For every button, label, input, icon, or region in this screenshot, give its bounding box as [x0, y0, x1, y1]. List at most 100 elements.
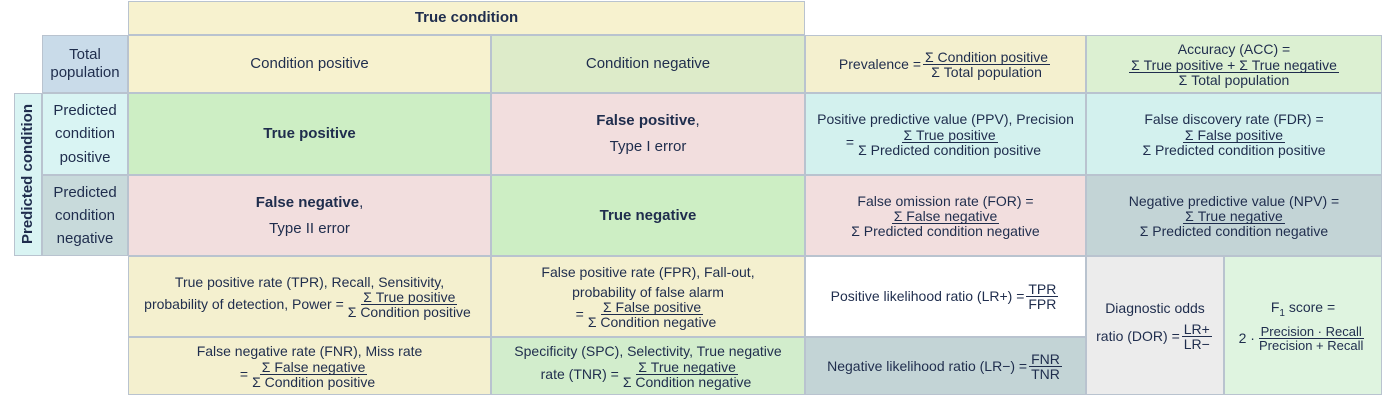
- fnr-numerator: Σ False negative: [259, 358, 368, 375]
- f1-label-subscript: 1: [1279, 307, 1285, 319]
- ppv-label: Positive predictive value (PPV), Precisi…: [817, 111, 1074, 128]
- dor-cell: Diagnostic odds ratio (DOR) = LR+ LR−: [1086, 256, 1224, 395]
- false-positive-cell: False positive, Type I error: [491, 93, 805, 175]
- f1-score-cell: F1 score = 2 · Precision · Recall Precis…: [1224, 256, 1382, 395]
- f1-multiplier: 2 ·: [1238, 330, 1255, 347]
- f1-label: F1 score =: [1271, 299, 1335, 320]
- prevalence-denominator: Σ Total population: [931, 63, 1042, 80]
- f1-denominator: Precision + Recall: [1258, 338, 1364, 354]
- for-denominator: Σ Predicted condition negative: [851, 223, 1040, 240]
- tnr-cell: Specificity (SPC), Selectivity, True neg…: [491, 337, 805, 395]
- lr-negative-label: Negative likelihood ratio (LR−) =: [827, 357, 1028, 374]
- tnr-line1: Specificity (SPC), Selectivity, True neg…: [514, 343, 782, 360]
- tnr-denominator: Σ Condition negative: [622, 373, 752, 390]
- lr-negative-numerator: FNR: [1029, 350, 1062, 367]
- false-positive-comma: ,: [695, 112, 700, 129]
- dor-line1: Diagnostic odds: [1105, 299, 1205, 316]
- predicted-negative-header: Predicted condition negative: [42, 175, 128, 256]
- fdr-cell: False discovery rate (FDR) = Σ False pos…: [1086, 93, 1382, 175]
- for-label: False omission rate (FOR) =: [857, 192, 1034, 209]
- false-positive-label: False positive: [596, 112, 696, 129]
- fpr-equals: =: [575, 306, 584, 323]
- predicted-condition-header: Predicted condition: [14, 93, 42, 256]
- total-population-label: Total population: [50, 46, 120, 81]
- fnr-fraction: Σ False negative Σ Condition positive: [250, 360, 377, 389]
- fpr-line1: False positive rate (FPR), Fall-out,: [541, 263, 755, 280]
- lr-positive-cell: Positive likelihood ratio (LR+) = TPR FP…: [805, 256, 1086, 337]
- fnr-denominator: Σ Condition positive: [252, 373, 376, 390]
- lr-negative-denominator: TNR: [1031, 365, 1060, 382]
- lr-positive-fraction: TPR FPR: [1026, 282, 1059, 312]
- fdr-label: False discovery rate (FDR) =: [1144, 111, 1324, 128]
- total-population-cell: Total population: [42, 35, 128, 93]
- type-one-error-label: Type I error: [609, 138, 687, 155]
- fpr-cell: False positive rate (FPR), Fall-out, pro…: [491, 256, 805, 337]
- fnr-cell: False negative rate (FNR), Miss rate = Σ…: [128, 337, 491, 395]
- npv-numerator: Σ True negative: [1183, 208, 1285, 225]
- tnr-numerator: Σ True negative: [636, 358, 738, 375]
- true-negative-cell: True negative: [491, 175, 805, 256]
- ppv-cell: Positive predictive value (PPV), Precisi…: [805, 93, 1086, 175]
- f1-numerator: Precision · Recall: [1258, 324, 1364, 340]
- dor-denominator: LR−: [1183, 336, 1210, 353]
- condition-positive-header: Condition positive: [128, 35, 491, 93]
- accuracy-numerator: Σ True positive + Σ True negative: [1129, 56, 1339, 73]
- false-negative-cell: False negative, Type II error: [128, 175, 491, 256]
- for-numerator: Σ False negative: [891, 208, 1000, 225]
- false-negative-comma: ,: [359, 193, 364, 211]
- prevalence-fraction: Σ Condition positive Σ Total population: [923, 48, 1051, 80]
- f1-label-suffix: score =: [1284, 298, 1336, 315]
- predicted-positive-header: Predicted condition positive: [42, 93, 128, 175]
- predicted-positive-label: Predicted condition positive: [53, 102, 117, 166]
- tpr-fraction: Σ True positive Σ Condition positive: [346, 290, 473, 319]
- ppv-equals: =: [845, 133, 855, 150]
- dor-line2: ratio (DOR) =: [1096, 328, 1180, 345]
- npv-denominator: Σ Predicted condition negative: [1139, 223, 1329, 240]
- tpr-denominator: Σ Condition positive: [347, 304, 471, 321]
- dor-numerator: LR+: [1181, 321, 1212, 338]
- condition-positive-label: Condition positive: [250, 55, 369, 72]
- fpr-fraction: Σ False positive Σ Condition negative: [586, 300, 719, 329]
- lr-positive-label: Positive likelihood ratio (LR+) =: [830, 288, 1025, 305]
- accuracy-fraction: Σ True positive + Σ True negative Σ Tota…: [1129, 58, 1339, 87]
- true-positive-cell: True positive: [128, 93, 491, 175]
- npv-cell: Negative predictive value (NPV) = Σ True…: [1086, 175, 1382, 256]
- true-condition-header: True condition: [128, 1, 805, 35]
- tpr-line1: True positive rate (TPR), Recall, Sensit…: [174, 273, 445, 290]
- predicted-negative-label: Predicted condition negative: [53, 183, 117, 248]
- true-condition-label: True condition: [414, 9, 519, 26]
- for-cell: False omission rate (FOR) = Σ False nega…: [805, 175, 1086, 256]
- prevalence-cell: Prevalence = Σ Condition positive Σ Tota…: [805, 35, 1086, 93]
- fdr-numerator: Σ False positive: [1182, 126, 1286, 143]
- fdr-fraction: Σ False positive Σ Predicted condition p…: [1141, 128, 1328, 157]
- fnr-equals: =: [239, 365, 249, 382]
- f1-label-f: F: [1270, 298, 1280, 315]
- fnr-line1: False negative rate (FNR), Miss rate: [196, 343, 423, 360]
- true-positive-label: True positive: [263, 125, 356, 142]
- predicted-condition-label: Predicted condition: [19, 104, 36, 245]
- npv-fraction: Σ True negative Σ Predicted condition ne…: [1138, 209, 1330, 238]
- accuracy-denominator: Σ Total population: [1178, 71, 1290, 88]
- lr-negative-cell: Negative likelihood ratio (LR−) = FNR TN…: [805, 337, 1086, 395]
- tpr-line2: probability of detection, Power =: [144, 296, 344, 313]
- for-fraction: Σ False negative Σ Predicted condition n…: [849, 209, 1041, 238]
- fpr-denominator: Σ Condition negative: [587, 314, 717, 331]
- false-negative-label: False negative: [255, 193, 360, 211]
- true-negative-label: True negative: [599, 206, 697, 224]
- prevalence-numerator: Σ Condition positive: [923, 48, 1051, 65]
- fpr-line2: probability of false alarm: [572, 283, 724, 300]
- npv-label: Negative predictive value (NPV) =: [1128, 192, 1340, 209]
- lr-negative-fraction: FNR TNR: [1029, 352, 1062, 381]
- ppv-numerator: Σ True positive: [901, 126, 998, 143]
- f1-fraction: Precision · Recall Precision + Recall: [1257, 325, 1365, 352]
- tpr-numerator: Σ True positive: [361, 289, 458, 306]
- type-two-error-label: Type II error: [269, 219, 350, 237]
- tpr-cell: True positive rate (TPR), Recall, Sensit…: [128, 256, 491, 337]
- condition-negative-header: Condition negative: [491, 35, 805, 93]
- dor-fraction: LR+ LR−: [1181, 321, 1212, 353]
- fdr-denominator: Σ Predicted condition positive: [1142, 141, 1326, 158]
- lr-positive-denominator: FPR: [1028, 296, 1057, 312]
- ppv-denominator: Σ Predicted condition positive: [858, 141, 1042, 158]
- fpr-numerator: Σ False positive: [601, 299, 704, 316]
- condition-negative-label: Condition negative: [585, 55, 711, 72]
